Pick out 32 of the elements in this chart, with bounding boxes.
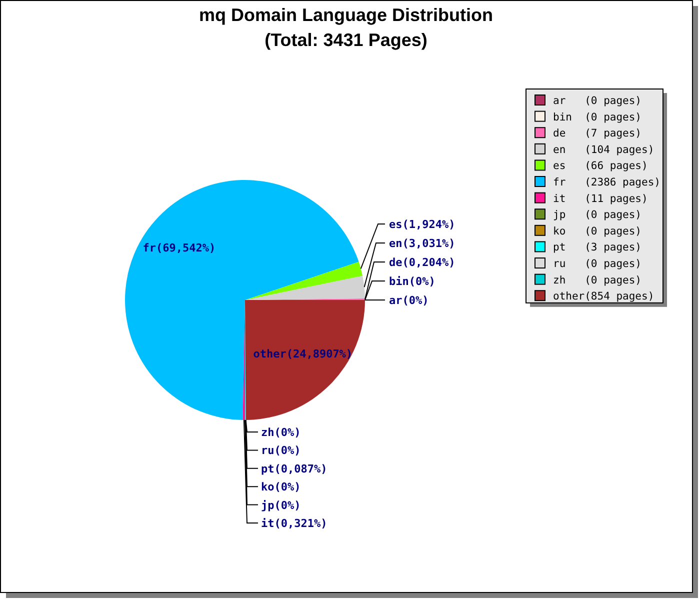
data-label: en(3,031%) (389, 237, 456, 250)
legend-label: other(854 pages) (553, 290, 654, 303)
chart-title: mq Domain Language Distribution (198, 5, 494, 25)
text: ru(0%) (261, 444, 301, 458)
data-label: other(24,8907%) (253, 348, 353, 360)
pie-slice (245, 276, 365, 300)
pie-slice (245, 262, 363, 300)
pie-slice (245, 300, 365, 420)
pie-slice (125, 180, 359, 420)
legend-label: fr (2386 pages) (553, 176, 660, 188)
legend-label: jp (0 pages) (553, 209, 642, 222)
legend-label: de (7 pages) (553, 128, 642, 140)
legend-label: ko (0 pages) (553, 225, 642, 238)
legend-label: ru (0 pages) (553, 258, 642, 270)
data-label: fr(69,542%) (142, 242, 216, 255)
text: zh(0%) (261, 426, 301, 439)
legend-label: ar (0 pages) (553, 95, 642, 107)
chart-subtitle: (Total: 3431 Pages) (264, 30, 428, 50)
legend-label: pt (3 pages) (553, 242, 642, 254)
data-label: it(0,321%) (261, 517, 328, 530)
data-label: es(1,924%) (389, 218, 456, 231)
data-label: de(0,204%) (389, 256, 456, 269)
text: ar(0%) (389, 294, 429, 307)
text: bin(0%) (389, 275, 436, 288)
legend-label: es (66 pages) (553, 160, 648, 172)
data-label: pt(0,087%) (261, 462, 328, 476)
legend-label: en (104 pages) (553, 144, 654, 156)
text: ko(0%) (261, 480, 301, 494)
legend-label: zh (0 pages) (553, 274, 642, 286)
legend-label: bin (0 pages) (553, 111, 642, 124)
legend-label: it (11 pages) (553, 192, 648, 205)
text: jp(0%) (261, 498, 301, 512)
